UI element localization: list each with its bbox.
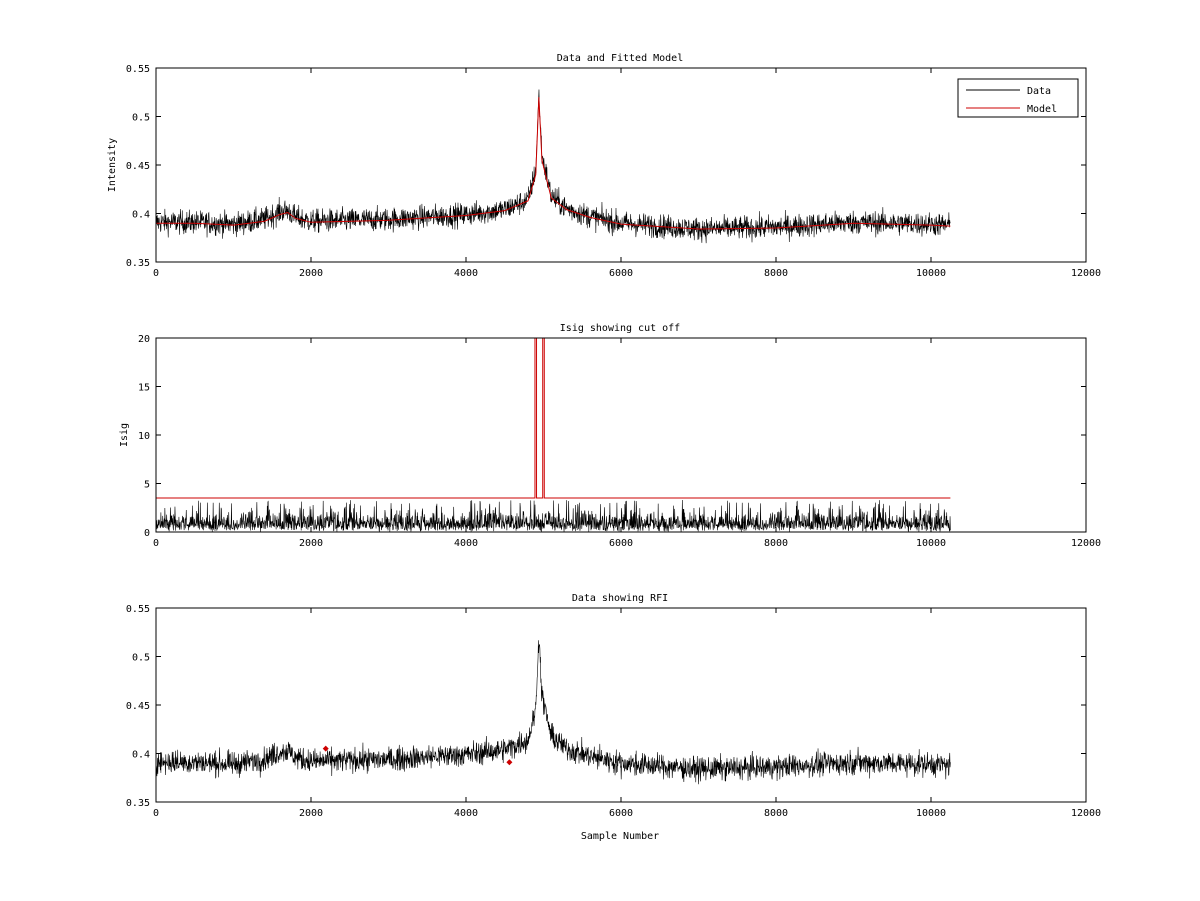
y-tick-label: 0.35: [126, 798, 150, 809]
plot-area: [156, 338, 951, 532]
legend: Data Model: [957, 78, 1079, 118]
series-line-0: [156, 500, 951, 532]
legend-label: Data: [1027, 86, 1051, 97]
x-tick-label: 10000: [916, 268, 946, 279]
chart-title: Data showing RFI: [572, 593, 668, 604]
x-tick-label: 4000: [454, 808, 478, 819]
x-tick-label: 12000: [1071, 268, 1101, 279]
plot-area: [156, 640, 951, 785]
x-tick-label: 4000: [454, 538, 478, 549]
legend-label: Model: [1027, 104, 1057, 115]
chart-title: Data and Fitted Model: [557, 53, 683, 64]
x-tick-label: 2000: [299, 268, 323, 279]
y-axis-label: Isig: [119, 423, 130, 447]
y-tick-label: 15: [138, 383, 150, 394]
series-line-data: [156, 89, 951, 244]
y-tick-label: 10: [138, 431, 150, 442]
y-tick-label: 5: [144, 480, 150, 491]
x-axis-label: Sample Number: [581, 831, 659, 842]
chart-title: Isig showing cut off: [560, 323, 680, 334]
rfi-point: [506, 759, 513, 766]
x-tick-label: 0: [153, 538, 159, 549]
x-tick-label: 8000: [764, 808, 788, 819]
x-tick-label: 6000: [609, 538, 633, 549]
y-tick-label: 0.4: [132, 750, 150, 761]
x-tick-label: 10000: [916, 538, 946, 549]
series-line-1: [156, 338, 951, 499]
y-tick-label: 0.5: [132, 113, 150, 124]
legend-box: [957, 78, 1079, 118]
y-tick-label: 0.4: [132, 210, 150, 221]
y-tick-label: 0.45: [126, 161, 150, 172]
x-tick-label: 6000: [609, 808, 633, 819]
x-tick-label: 12000: [1071, 808, 1101, 819]
series-line-model: [156, 97, 951, 230]
series-line-0: [156, 640, 951, 785]
x-tick-label: 8000: [764, 538, 788, 549]
panel-isig-showing-cut-off: Isig showing cut off Isig 0 2000 4000 6000 8…: [119, 323, 1101, 549]
rfi-point: [322, 745, 329, 752]
x-tick-label: 8000: [764, 268, 788, 279]
y-tick-label: 0.35: [126, 258, 150, 269]
x-tick-label: 10000: [916, 808, 946, 819]
y-axis-label: Intensity: [107, 138, 118, 192]
y-tick-label: 0.55: [126, 604, 150, 615]
x-tick-label: 2000: [299, 808, 323, 819]
x-tick-label: 0: [153, 808, 159, 819]
plot-area: [156, 89, 951, 244]
x-tick-label: 2000: [299, 538, 323, 549]
x-tick-label: 4000: [454, 268, 478, 279]
y-tick-label: 0.5: [132, 653, 150, 664]
panel-data-showing-rfi: Data showing RFI Sample Number 0 2000 4000…: [126, 593, 1101, 842]
x-tick-label: 6000: [609, 268, 633, 279]
x-tick-label: 12000: [1071, 538, 1101, 549]
panel-data-and-fitted-model: Data and Fitted Model Intensity 0 2000 400…: [107, 53, 1101, 279]
y-tick-label: 0: [144, 528, 150, 539]
y-tick-label: 20: [138, 334, 150, 345]
x-tick-label: 0: [153, 268, 159, 279]
y-tick-label: 0.55: [126, 64, 150, 75]
y-tick-label: 0.45: [126, 701, 150, 712]
